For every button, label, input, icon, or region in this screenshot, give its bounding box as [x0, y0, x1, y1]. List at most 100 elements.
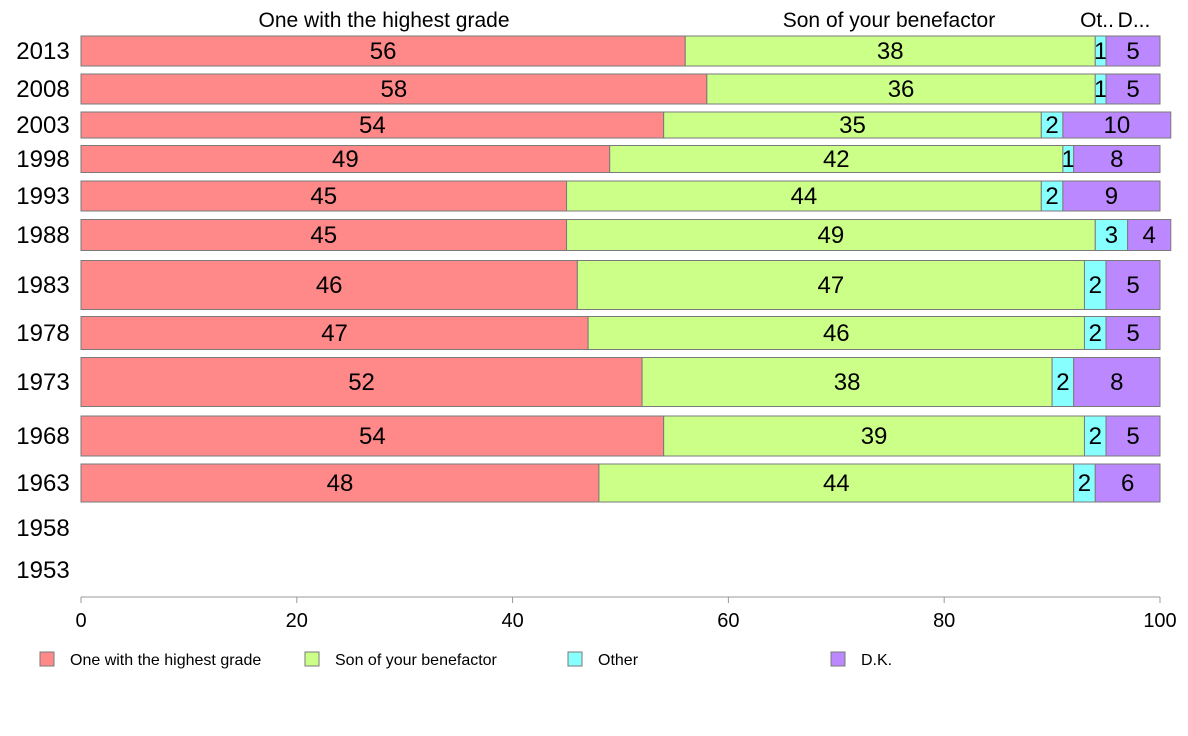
data-label: 9 — [1105, 183, 1118, 210]
y-tick-label: 1983 — [16, 272, 69, 299]
column-headers: One with the highest grade Son of your b… — [259, 9, 1151, 32]
bar-row-2008: 2008 58 36 1 5 — [16, 73, 1161, 105]
bar-segment — [80, 415, 665, 457]
bar-segment — [566, 219, 1096, 251]
bar-segment — [576, 260, 1085, 310]
legend: One with the highest grade Son of your be… — [39, 651, 892, 669]
data-label: 39 — [861, 423, 888, 450]
x-axis: 0 20 40 60 80 100 — [75, 596, 1177, 632]
bar-row-1973: 1973 52 38 2 8 — [16, 357, 1161, 407]
bar-segment — [80, 180, 568, 212]
data-label: 47 — [321, 320, 348, 347]
bar-segment — [641, 357, 1053, 407]
data-label: 56 — [370, 38, 397, 65]
data-label: 2 — [1089, 423, 1102, 450]
data-label: 2 — [1089, 272, 1102, 299]
y-tick-label: 1958 — [16, 515, 69, 542]
legend-label: D.K. — [861, 652, 892, 669]
x-tick-label: 20 — [286, 610, 308, 632]
data-label: 35 — [839, 112, 866, 139]
data-label: 2 — [1045, 112, 1058, 139]
data-label: 5 — [1126, 320, 1139, 347]
data-label: 5 — [1126, 423, 1139, 450]
bar-segment — [1127, 219, 1172, 251]
bar-segment — [80, 316, 589, 350]
data-label: 45 — [310, 183, 337, 210]
data-label: 42 — [823, 146, 850, 173]
header-highest-grade: One with the highest grade — [259, 9, 510, 32]
x-tick-label: 80 — [933, 610, 955, 632]
y-tick-label: 1973 — [16, 369, 69, 396]
bar-segment — [1105, 260, 1161, 310]
data-label: 49 — [818, 222, 845, 249]
bar-segment — [706, 73, 1096, 105]
legend-label: Other — [598, 652, 639, 669]
data-label: 2 — [1056, 369, 1069, 396]
data-label: 1 — [1062, 146, 1075, 173]
data-label: 5 — [1126, 272, 1139, 299]
bar-row-1988: 1988 45 49 3 4 — [16, 219, 1172, 251]
y-tick-label: 1953 — [16, 557, 69, 584]
data-label: 4 — [1143, 222, 1156, 249]
y-tick-label: 1968 — [16, 423, 69, 450]
data-label: 3 — [1105, 222, 1118, 249]
data-label: 8 — [1110, 146, 1123, 173]
bar-segment — [80, 145, 611, 173]
y-tick-label: 1993 — [16, 183, 69, 210]
bar-segment — [609, 145, 1064, 173]
bar-segment — [80, 219, 568, 251]
bar-segment — [663, 111, 1042, 139]
bar-segment — [1094, 219, 1129, 251]
bar-segment — [1105, 415, 1161, 457]
bar-segment — [1062, 111, 1172, 139]
data-label: 36 — [888, 76, 915, 103]
header-other: Ot.. — [1080, 9, 1114, 32]
data-label: 5 — [1126, 38, 1139, 65]
legend-label: Son of your benefactor — [335, 652, 498, 669]
bar-segment — [1073, 145, 1161, 173]
bar-row-1993: 1993 45 44 2 9 — [16, 180, 1161, 212]
bar-segment — [587, 316, 1085, 350]
x-tick-label: 60 — [717, 610, 739, 632]
bar-segment — [80, 260, 578, 310]
bar-segment — [1062, 180, 1161, 212]
x-tick-label: 0 — [75, 610, 86, 632]
bar-segment — [80, 357, 643, 407]
data-label: 44 — [791, 183, 818, 210]
legend-label: One with the highest grade — [70, 652, 261, 669]
x-tick-label: 100 — [1143, 610, 1176, 632]
bar-row-1998: 1998 49 42 1 8 — [16, 145, 1161, 173]
bar-row-1958: 1958 — [16, 515, 69, 542]
bar-row-1978: 1978 47 46 2 5 — [16, 316, 1161, 350]
header-benefactor: Son of your benefactor — [783, 9, 995, 32]
bar-segment — [80, 35, 686, 67]
data-label: 54 — [359, 112, 386, 139]
y-tick-label: 2003 — [16, 112, 69, 139]
y-tick-label: 1988 — [16, 222, 69, 249]
data-label: 47 — [818, 272, 845, 299]
legend-swatch — [39, 651, 55, 667]
data-label: 38 — [877, 38, 904, 65]
y-tick-label: 1998 — [16, 146, 69, 173]
legend-swatch — [304, 651, 320, 667]
data-label: 1 — [1094, 38, 1107, 65]
bar-segment — [566, 180, 1042, 212]
data-label: 1 — [1094, 76, 1107, 103]
data-label: 52 — [348, 369, 375, 396]
bar-segment — [663, 415, 1085, 457]
data-label: 10 — [1103, 112, 1130, 139]
data-label: 46 — [823, 320, 850, 347]
bar-row-2013: 2013 56 38 1 5 — [16, 35, 1161, 67]
data-label: 54 — [359, 423, 386, 450]
y-tick-label: 2013 — [16, 38, 69, 65]
bar-row-1968: 1968 54 39 2 5 — [16, 415, 1161, 457]
data-label: 6 — [1121, 470, 1134, 497]
data-label: 44 — [823, 470, 850, 497]
bar-row-1953: 1953 — [16, 557, 69, 584]
data-label: 46 — [316, 272, 343, 299]
bar-segment — [684, 35, 1096, 67]
y-tick-label: 1978 — [16, 320, 69, 347]
data-label: 45 — [310, 222, 337, 249]
bar-segment — [1105, 35, 1161, 67]
